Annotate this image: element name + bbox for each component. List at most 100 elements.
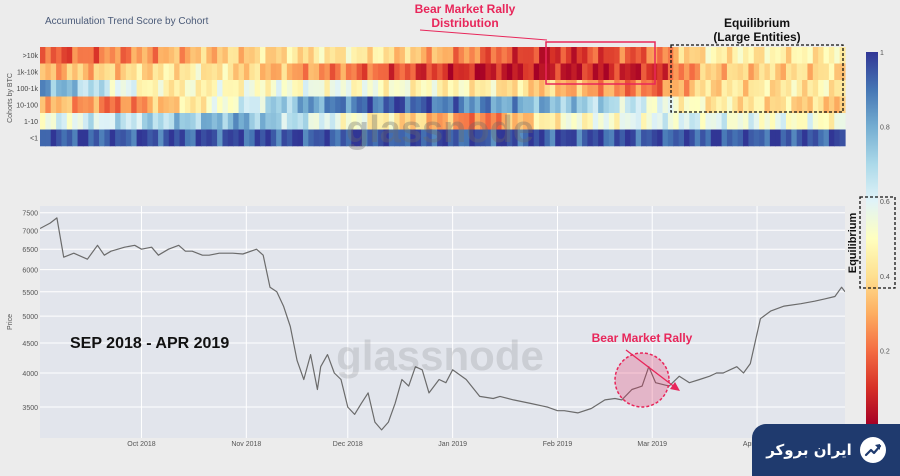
heatmap-cell xyxy=(265,80,272,97)
heatmap-cell xyxy=(362,96,368,114)
heatmap-cell xyxy=(447,63,454,81)
heatmap-cell xyxy=(587,47,594,64)
heatmap-cell xyxy=(705,47,712,64)
heatmap-cell xyxy=(812,80,819,97)
heatmap-cell xyxy=(474,47,481,64)
heatmap-cell xyxy=(217,47,224,64)
heatmap-cell xyxy=(705,113,712,130)
heatmap-cell xyxy=(726,63,733,81)
heatmap-cell xyxy=(383,63,390,81)
heatmap-cell xyxy=(179,80,186,97)
heatmap-cell xyxy=(141,47,148,64)
heatmap-cell xyxy=(249,96,256,114)
heatmap-cell xyxy=(335,96,342,114)
heatmap-cell xyxy=(673,113,680,130)
heatmap-cell xyxy=(485,96,492,114)
heatmap-cell xyxy=(227,129,234,147)
heatmap-cell xyxy=(147,129,154,147)
heatmap-cell xyxy=(93,129,100,147)
heatmap-cell xyxy=(802,113,809,130)
heatmap-cell xyxy=(372,47,379,64)
heatmap-cell xyxy=(764,63,771,81)
heatmap-cell xyxy=(270,129,277,147)
heatmap-cell xyxy=(447,113,454,130)
heatmap-cell xyxy=(66,129,73,147)
heatmap-cell xyxy=(769,63,776,81)
heatmap-cell xyxy=(533,80,540,97)
heatmap-cell xyxy=(544,47,551,64)
heatmap-cell xyxy=(501,63,508,81)
heatmap-cell xyxy=(721,129,728,147)
heatmap-cell xyxy=(243,129,250,147)
heatmap-cell xyxy=(195,129,202,147)
heatmap-cell xyxy=(528,96,535,114)
heatmap-cell xyxy=(743,113,749,130)
heatmap-cell xyxy=(624,96,631,114)
heatmap-title: Accumulation Trend Score by Cohort xyxy=(45,16,209,27)
heatmap-cell xyxy=(362,47,368,64)
heatmap-cell xyxy=(410,47,417,64)
heatmap-cell xyxy=(313,113,320,130)
heatmap-cell xyxy=(109,113,116,130)
heatmap-cell xyxy=(571,96,578,114)
heatmap-cell xyxy=(560,47,567,64)
heatmap-cell xyxy=(281,113,288,130)
heatmap-cell xyxy=(340,63,347,81)
heatmap-cell xyxy=(662,80,669,97)
heatmap-cell xyxy=(635,96,642,114)
heatmap-cell xyxy=(367,96,374,114)
heatmap-cell xyxy=(362,63,368,81)
heatmap-cell xyxy=(141,96,148,114)
heatmap-cell xyxy=(217,129,224,147)
heatmap-cell xyxy=(748,113,755,130)
heatmap-cell xyxy=(61,113,68,130)
heatmap-cell xyxy=(721,96,728,114)
heatmap-cell xyxy=(324,96,331,114)
heatmap-cell xyxy=(549,113,556,130)
heatmap-cell xyxy=(608,113,615,130)
heatmap-cell xyxy=(662,129,669,147)
heatmap-cell xyxy=(753,129,760,147)
heatmap-cell xyxy=(796,80,803,97)
heatmap-cell xyxy=(657,96,664,114)
heatmap-cell xyxy=(785,96,792,114)
heatmap-cell xyxy=(276,96,283,114)
heatmap-cell xyxy=(442,80,449,97)
heatmap-cell xyxy=(480,63,487,81)
heatmap-cell xyxy=(394,113,401,130)
heatmap-cell xyxy=(780,47,787,64)
heatmap-cell xyxy=(544,63,551,81)
heatmap-cell xyxy=(319,113,326,130)
heatmap-cell xyxy=(356,63,363,81)
heatmap-cell xyxy=(565,80,572,97)
heatmap-cell xyxy=(555,47,562,64)
equilibrium-colorbar-box xyxy=(859,196,896,289)
price-x-tick-label: Feb 2019 xyxy=(543,441,573,448)
heatmap-cell xyxy=(753,47,760,64)
price-y-tick-label: 5000 xyxy=(22,314,38,321)
heatmap-cell xyxy=(544,96,551,114)
heatmap-cell xyxy=(630,113,637,130)
heatmap-cell xyxy=(539,113,546,130)
heatmap-cell xyxy=(109,129,116,147)
heatmap-cell xyxy=(791,80,798,97)
distribution-annotation-line2: Distribution xyxy=(431,16,498,30)
heatmap-cell xyxy=(582,129,588,147)
heatmap-cell xyxy=(549,80,556,97)
heatmap-cell xyxy=(576,129,583,147)
heatmap-cell xyxy=(206,96,213,114)
heatmap-cell xyxy=(211,80,218,97)
heatmap-cell xyxy=(249,63,256,81)
heatmap-cell xyxy=(533,63,540,81)
heatmap-cell xyxy=(367,113,374,130)
bear-market-rally-arrow xyxy=(625,349,677,389)
heatmap-cell xyxy=(662,113,669,130)
heatmap-cell xyxy=(802,129,809,147)
heatmap-cell xyxy=(549,47,556,64)
heatmap-cell xyxy=(158,129,165,147)
heatmap-cell xyxy=(780,80,787,97)
heatmap-cell xyxy=(383,96,390,114)
heatmap-cell xyxy=(206,129,213,147)
heatmap-cell xyxy=(474,63,481,81)
